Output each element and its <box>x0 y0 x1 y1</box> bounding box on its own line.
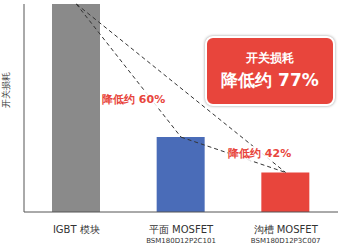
html-text:降低约 60%: 降低约 60% <box>102 93 166 106</box>
html-text:降低约 77%: 降低约 77% <box>221 70 319 90</box>
svg-text:开关损耗: 开关损耗 <box>8 72 11 108</box>
svg-text:沟槽 MOSFETBSM180D12P3C007: 沟槽 MOSFETBSM180D12P3C007 <box>251 224 321 245</box>
html-text:开关损耗: 开关损耗 <box>246 51 294 65</box>
svg-text:IGBT 模块: IGBT 模块 <box>53 224 100 235</box>
svg-text:平面 MOSFETBSM180D12P2C101: 平面 MOSFETBSM180D12P2C101 <box>146 224 216 245</box>
html-text:降低约 42%: 降低约 42% <box>228 147 292 160</box>
